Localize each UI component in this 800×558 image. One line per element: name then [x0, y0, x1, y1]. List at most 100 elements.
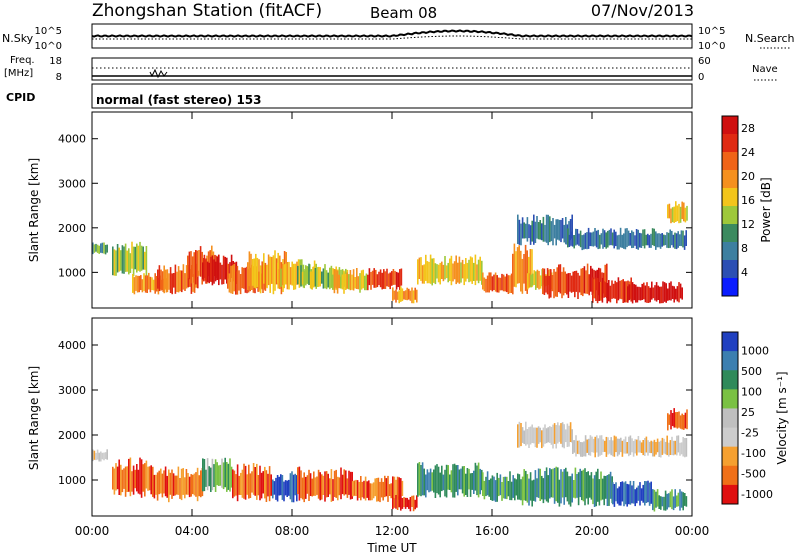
vel-cell: [450, 470, 453, 493]
vel-cell: [417, 463, 419, 497]
power-cell: [348, 274, 350, 290]
power-cell: [218, 254, 220, 286]
power-cell: [213, 259, 215, 284]
vel-patch: [392, 494, 418, 512]
power-cell: [136, 275, 139, 293]
vel-cell: [560, 423, 562, 444]
vel-cell: [642, 484, 644, 503]
power-cell: [569, 219, 572, 241]
freq-label: Freq.: [10, 55, 35, 66]
vel-cell: [395, 495, 397, 509]
vel-cell: [608, 474, 610, 506]
power-cell: [395, 289, 397, 303]
vel-cell: [444, 469, 446, 497]
vel-cell: [521, 476, 524, 506]
power-cell: [610, 228, 612, 246]
vel-cell: [171, 469, 173, 499]
vel-cell: [248, 464, 250, 499]
vel-cell: [575, 435, 577, 457]
power-cell: [386, 268, 388, 287]
vel-cell: [672, 440, 675, 456]
cpid-label: CPID: [6, 91, 35, 104]
power-patch: [482, 272, 513, 294]
power-cell: [552, 218, 554, 246]
power-cell: [135, 275, 137, 291]
power-cell: [210, 256, 212, 282]
power-cell: [426, 261, 429, 284]
vel-cell: [203, 459, 206, 492]
vel-cell: [262, 471, 264, 494]
vel-cell: [652, 441, 654, 457]
vel-cell: [541, 430, 543, 449]
power-cell: [103, 242, 105, 254]
vel-cell: [278, 476, 280, 496]
vel-cell: [206, 458, 209, 491]
vel-cell: [666, 493, 668, 510]
power-cell: [534, 221, 537, 243]
vel-cell: [493, 476, 495, 501]
power-cell: [124, 243, 127, 272]
vel-cell: [658, 441, 660, 457]
vel-cell: [330, 469, 333, 502]
power-cell: [675, 201, 677, 222]
vel-cell: [393, 498, 396, 508]
vel-cell: [526, 474, 529, 503]
power-cell: [152, 279, 155, 291]
power-cell: [533, 214, 535, 245]
vel-cell: [300, 470, 302, 499]
power-cell: [621, 234, 623, 248]
vel-cell: [597, 438, 600, 457]
vel-cell: [656, 438, 659, 453]
power-cell: [148, 272, 150, 290]
vel-cell: [634, 489, 636, 507]
power-cell: [567, 273, 570, 298]
vel-cell: [642, 440, 644, 456]
power-cell: [637, 229, 639, 250]
power-cell: [612, 283, 615, 299]
power-cell: [533, 270, 535, 285]
vel-cell: [655, 442, 657, 455]
power-cell: [169, 267, 172, 293]
power-cell: [271, 256, 273, 284]
vel-cell: [547, 427, 549, 443]
power-cell: [311, 271, 313, 290]
velocity-x-axis: 00:00 04:00 08:00 12:00 16:00 20:00 00:00: [75, 112, 709, 538]
power-cell: [128, 248, 130, 275]
vel-colorbar-tick: -500: [741, 467, 766, 480]
vel-cell: [636, 439, 638, 456]
vel-cell: [160, 468, 162, 494]
power-cell: [187, 255, 189, 279]
power-cell: [256, 257, 259, 288]
vel-cell: [396, 476, 399, 500]
power-cell: [411, 287, 413, 304]
power-cell: [133, 277, 136, 295]
power-cell: [635, 229, 638, 249]
vel-colorbar-swatch: [722, 484, 738, 505]
vel-cell: [571, 473, 573, 503]
vel-cell: [572, 440, 574, 454]
vel-cell: [558, 425, 561, 442]
power-cell: [639, 232, 641, 248]
power-cell: [436, 264, 438, 279]
time-axis-label: Time UT: [366, 541, 417, 554]
vel-cell: [676, 435, 678, 456]
vel-cell: [552, 468, 554, 498]
vel-cell: [534, 470, 537, 502]
vel-cell: [202, 458, 204, 492]
vel-cell: [618, 438, 620, 455]
power-cell: [367, 274, 369, 291]
vel-cell: [341, 474, 344, 495]
power-cell: [651, 281, 653, 300]
power-cell: [418, 257, 421, 279]
power-cell: [362, 269, 364, 289]
vel-cell: [393, 476, 396, 500]
vel-cell: [145, 460, 148, 489]
vel-cell: [565, 467, 567, 498]
power-cell: [375, 269, 377, 288]
power-cell: [594, 228, 596, 246]
power-colorbar-title: Power [dB]: [759, 177, 773, 242]
power-cell: [553, 269, 555, 299]
power-cell: [602, 228, 604, 249]
power-colorbar-swatch: [722, 242, 738, 261]
vel-cell: [112, 466, 114, 490]
